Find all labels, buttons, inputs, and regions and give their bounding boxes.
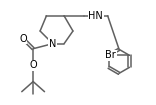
Text: Br: Br xyxy=(105,50,116,60)
Text: O: O xyxy=(19,34,27,44)
Text: O: O xyxy=(29,60,37,70)
Text: N: N xyxy=(49,39,56,49)
Text: HN: HN xyxy=(88,11,103,21)
